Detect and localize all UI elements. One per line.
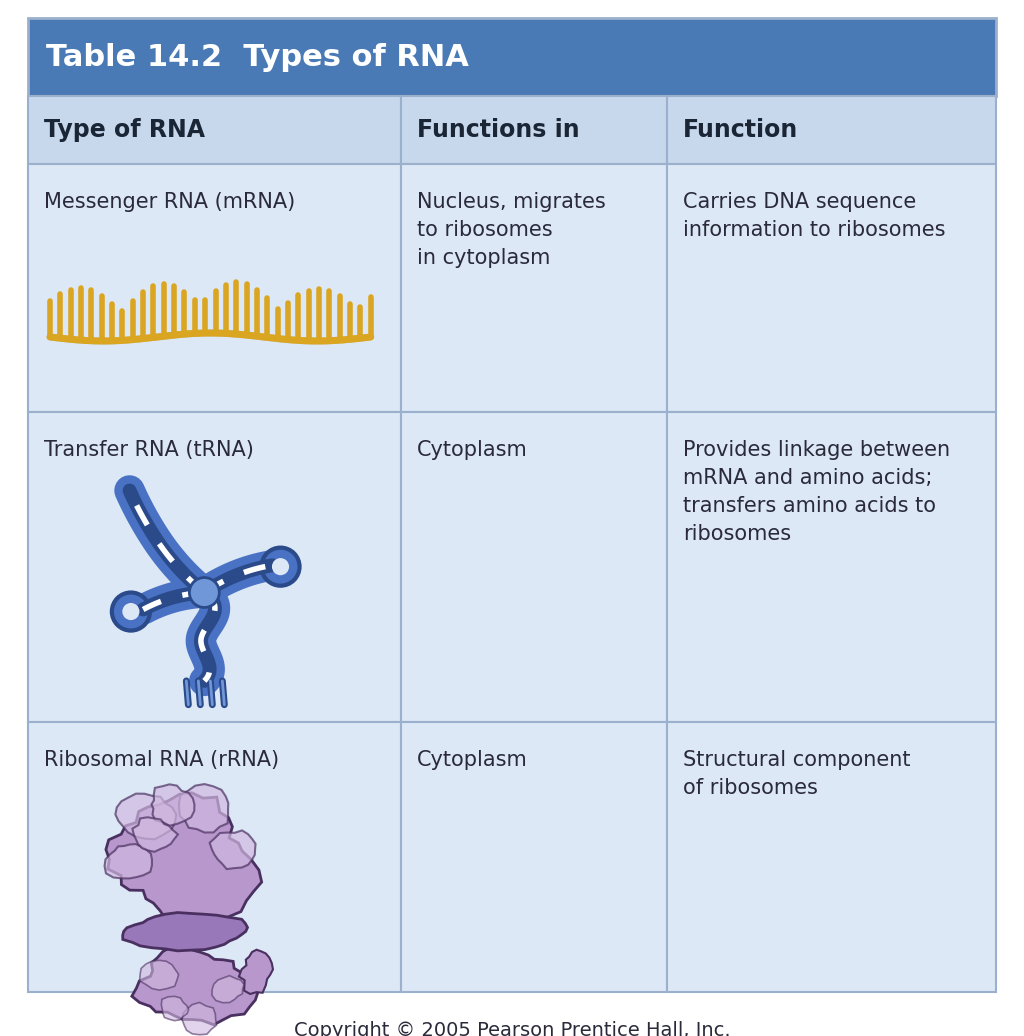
Circle shape xyxy=(112,593,150,631)
Text: Provides linkage between
mRNA and amino acids;
transfers amino acids to
ribosome: Provides linkage between mRNA and amino … xyxy=(683,440,950,544)
Bar xyxy=(667,412,996,722)
Bar xyxy=(28,18,996,96)
Polygon shape xyxy=(179,784,228,833)
Polygon shape xyxy=(239,950,273,994)
Polygon shape xyxy=(162,997,188,1020)
Text: Carries DNA sequence
information to ribosomes: Carries DNA sequence information to ribo… xyxy=(683,192,945,240)
Bar xyxy=(667,96,996,164)
Text: Cytoplasm: Cytoplasm xyxy=(417,440,527,460)
Polygon shape xyxy=(104,844,152,879)
Polygon shape xyxy=(152,784,195,826)
Bar xyxy=(28,96,400,164)
Circle shape xyxy=(122,603,139,621)
Text: Transfer RNA (tRNA): Transfer RNA (tRNA) xyxy=(44,440,254,460)
Bar xyxy=(400,722,667,992)
Text: Ribosomal RNA (rRNA): Ribosomal RNA (rRNA) xyxy=(44,750,280,770)
Bar xyxy=(28,722,400,992)
Circle shape xyxy=(261,548,300,585)
Bar xyxy=(28,412,400,722)
Text: Type of RNA: Type of RNA xyxy=(44,118,205,142)
Polygon shape xyxy=(116,794,176,839)
Bar xyxy=(28,164,400,412)
Text: Nucleus, migrates
to ribosomes
in cytoplasm: Nucleus, migrates to ribosomes in cytopl… xyxy=(417,192,605,268)
Text: Copyright © 2005 Pearson Prentice Hall, Inc.: Copyright © 2005 Pearson Prentice Hall, … xyxy=(294,1020,730,1036)
Polygon shape xyxy=(123,913,248,951)
Bar xyxy=(667,164,996,412)
Polygon shape xyxy=(212,976,244,1003)
Text: Structural component
of ribosomes: Structural component of ribosomes xyxy=(683,750,910,798)
Text: Messenger RNA (mRNA): Messenger RNA (mRNA) xyxy=(44,192,295,212)
Text: Cytoplasm: Cytoplasm xyxy=(417,750,527,770)
Polygon shape xyxy=(182,1003,216,1035)
Polygon shape xyxy=(139,960,178,990)
Circle shape xyxy=(272,558,289,575)
Polygon shape xyxy=(210,831,256,869)
Polygon shape xyxy=(132,945,258,1025)
Bar xyxy=(667,722,996,992)
Bar xyxy=(400,164,667,412)
Text: Table 14.2  Types of RNA: Table 14.2 Types of RNA xyxy=(46,42,469,71)
Bar xyxy=(400,96,667,164)
Text: Functions in: Functions in xyxy=(417,118,580,142)
Circle shape xyxy=(189,577,219,607)
Bar xyxy=(400,412,667,722)
Polygon shape xyxy=(105,793,262,929)
Text: Function: Function xyxy=(683,118,798,142)
Polygon shape xyxy=(132,817,178,852)
